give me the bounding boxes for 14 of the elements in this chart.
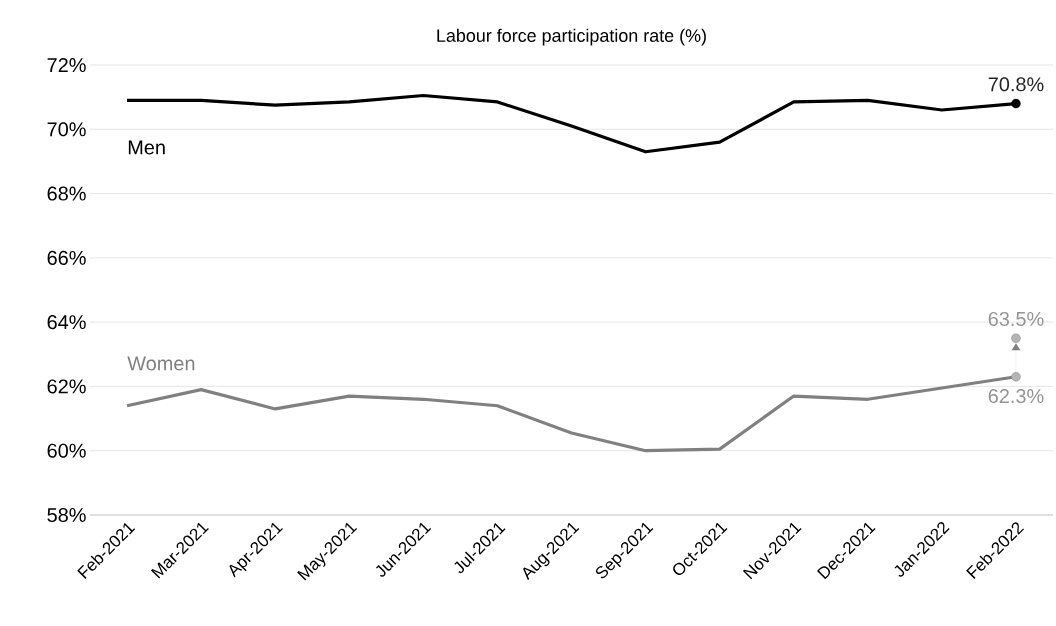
y-tick-label: 64%	[47, 315, 86, 330]
annotation: 62.3%	[988, 388, 1044, 404]
y-tick-label: 72%	[47, 57, 86, 72]
y-tick-label: 62%	[47, 379, 86, 394]
y-tick-label: 70%	[47, 122, 86, 137]
y-tick-label: 66%	[47, 250, 86, 265]
y-tick-label: 60%	[47, 443, 86, 458]
y-tick-label: 68%	[47, 186, 86, 201]
annotation: 63.5%	[988, 311, 1044, 327]
chart-title: Labour force participation rate (%)	[437, 28, 706, 46]
annotation: 70.8%	[988, 77, 1044, 92]
series-label: Women	[127, 356, 195, 371]
text: Men	[128, 140, 165, 155]
y-tick-label: 58%	[47, 507, 86, 523]
